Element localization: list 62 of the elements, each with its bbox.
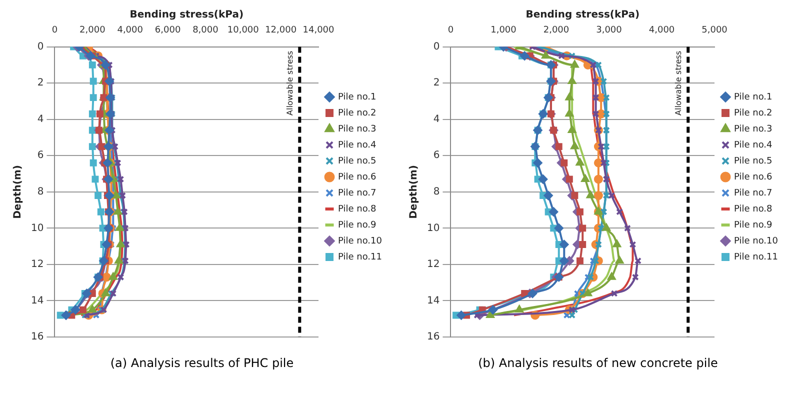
y-tick-label: 10 [30,222,44,234]
legend-label: Pile no.7 [734,188,772,198]
x-tick-label: 5,000 [702,26,728,36]
legend-label: Pile no.11 [734,252,778,262]
x-tick-label: 8,000 [192,26,219,36]
x-tick-label: 3,000 [596,26,622,36]
legend-label: Pile no.9 [338,220,377,230]
legend-label: Pile no.3 [734,124,772,134]
legend-label: Pile no.1 [734,92,772,102]
y-tick-label: 16 [426,332,440,343]
legend-label: Pile no.9 [734,220,773,230]
text: (b) Analysis results of new concrete pile [477,356,719,370]
legend-label: Pile no.7 [338,188,376,198]
legend-label: Pile no.2 [734,108,772,118]
y-axis-title: Depth(m) [408,165,420,219]
x-axis-title: Bending stress(kPa) [526,10,640,21]
y-tick-label: 12 [30,259,44,270]
y-tick-label: 2 [37,78,44,89]
x-tick-label: 12,000 [265,26,297,36]
legend-label: Pile no.8 [338,204,377,214]
legend-label: Pile no.5 [338,156,376,166]
legend-label: Pile no.8 [734,204,773,214]
y-tick-label: 4 [433,114,440,125]
x-tick-label: 2,000 [80,26,106,36]
y-tick-label: 2 [433,78,440,89]
x-axis-title: Bending stress(kPa) [130,10,244,21]
x-tick-label: 0 [448,26,454,36]
legend-label: Pile no.4 [734,140,773,150]
x-tick-label: 14,000 [302,26,335,36]
text: (a) Analysis results of PHC pile [109,356,295,370]
legend-label: Pile no.10 [734,236,778,246]
legend-label: Pile no.5 [734,156,772,166]
legend-label: Pile no.3 [338,124,376,134]
y-tick-label: 8 [37,186,44,198]
x-tick-label: 6,000 [154,26,181,36]
y-tick-label: 8 [433,186,440,198]
x-tick-label: 4,000 [648,26,675,36]
x-tick-label: 10,000 [227,26,260,36]
legend-label: Pile no.2 [338,108,376,118]
x-tick-label: 2,000 [543,26,570,36]
x-tick-label: 0 [52,26,58,36]
y-tick-label: 10 [426,222,440,234]
ref-line-label: Allowable stress [286,50,295,116]
y-tick-label: 6 [433,150,440,162]
y-tick-label: 6 [37,150,44,162]
x-tick-label: 1,000 [490,26,517,36]
legend-label: Pile no.4 [338,140,377,150]
y-axis-title: Depth(m) [12,165,24,219]
legend-label: Pile no.6 [338,172,377,182]
x-tick-label: 4,000 [117,26,144,36]
legend-label: Pile no.1 [338,92,376,102]
legend-label: Pile no.11 [338,252,382,262]
legend-label: Pile no.10 [338,236,382,246]
y-tick-label: 4 [37,114,44,125]
y-tick-label: 16 [30,332,44,343]
y-tick-label: 0 [37,41,44,52]
y-tick-label: 0 [433,41,440,52]
legend-label: Pile no.6 [734,172,773,182]
ref-line-label: Allowable stress [674,50,684,116]
y-tick-label: 14 [426,295,440,306]
y-tick-label: 12 [426,259,440,270]
y-tick-label: 14 [30,295,44,306]
